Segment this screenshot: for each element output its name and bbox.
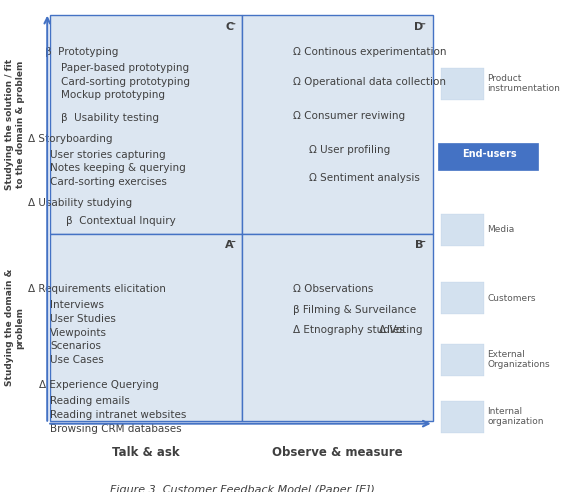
Text: B: B bbox=[415, 240, 423, 249]
Text: Observe & measure: Observe & measure bbox=[272, 446, 403, 460]
Text: Use Cases: Use Cases bbox=[50, 355, 104, 365]
Text: External
Organizations: External Organizations bbox=[487, 350, 550, 369]
Text: User Studies: User Studies bbox=[50, 314, 116, 324]
Text: Notes keeping & querying: Notes keeping & querying bbox=[50, 163, 186, 174]
Text: Talk & ask: Talk & ask bbox=[112, 446, 179, 460]
Text: Customers: Customers bbox=[487, 294, 536, 303]
Text: Mockup prototyping: Mockup prototyping bbox=[61, 91, 165, 100]
Text: Δ Requirements elicitation: Δ Requirements elicitation bbox=[29, 284, 166, 294]
Text: Ω Continous experimentation: Ω Continous experimentation bbox=[293, 47, 447, 57]
Text: Studying the solution / fit
to the domain & problem: Studying the solution / fit to the domai… bbox=[5, 59, 25, 190]
Text: Scenarios: Scenarios bbox=[50, 341, 101, 351]
Text: Studying the domain &
problem: Studying the domain & problem bbox=[5, 269, 25, 387]
Text: Card-sorting exercises: Card-sorting exercises bbox=[50, 177, 167, 187]
Text: Paper-based prototyping: Paper-based prototyping bbox=[61, 63, 189, 73]
FancyBboxPatch shape bbox=[441, 282, 484, 314]
Text: Δ Experience Querying: Δ Experience Querying bbox=[39, 380, 159, 390]
FancyBboxPatch shape bbox=[441, 401, 484, 433]
Text: Ω Operational data collection: Ω Operational data collection bbox=[293, 77, 446, 87]
Text: Δ Voting: Δ Voting bbox=[379, 326, 423, 336]
Text: β  Prototyping: β Prototyping bbox=[45, 47, 118, 57]
Text: Ω Observations: Ω Observations bbox=[293, 284, 373, 294]
Text: Product
instrumentation: Product instrumentation bbox=[487, 74, 560, 93]
Text: A: A bbox=[225, 240, 234, 249]
Text: Ω Sentiment analysis: Ω Sentiment analysis bbox=[309, 173, 420, 183]
Text: User stories capturing: User stories capturing bbox=[50, 150, 166, 160]
FancyBboxPatch shape bbox=[439, 143, 538, 170]
Text: C: C bbox=[226, 22, 234, 32]
Text: Browsing CRM databases: Browsing CRM databases bbox=[50, 424, 182, 433]
Text: Media: Media bbox=[487, 225, 514, 234]
Text: Interviews: Interviews bbox=[50, 301, 104, 310]
Text: Ω User profiling: Ω User profiling bbox=[309, 145, 390, 155]
FancyBboxPatch shape bbox=[50, 234, 242, 421]
Text: D: D bbox=[414, 22, 423, 32]
FancyBboxPatch shape bbox=[242, 234, 433, 421]
Text: Δ Storyboarding: Δ Storyboarding bbox=[29, 134, 113, 144]
Text: β  Contextual Inquiry: β Contextual Inquiry bbox=[66, 216, 176, 226]
FancyBboxPatch shape bbox=[441, 67, 484, 99]
Text: Viewpoints: Viewpoints bbox=[50, 328, 107, 338]
FancyBboxPatch shape bbox=[242, 15, 433, 234]
Text: Card-sorting prototyping: Card-sorting prototyping bbox=[61, 77, 190, 87]
Text: β Filming & Surveilance: β Filming & Surveilance bbox=[293, 305, 416, 315]
Text: Reading emails: Reading emails bbox=[50, 396, 130, 406]
Text: Figure 3. Customer Feedback Model (Paper [E]).: Figure 3. Customer Feedback Model (Paper… bbox=[110, 485, 379, 492]
Text: End-users: End-users bbox=[463, 149, 517, 159]
Text: Internal
organization: Internal organization bbox=[487, 407, 544, 427]
Text: Reading intranet websites: Reading intranet websites bbox=[50, 410, 186, 420]
FancyBboxPatch shape bbox=[50, 15, 242, 234]
Text: β  Usability testing: β Usability testing bbox=[61, 113, 159, 123]
FancyBboxPatch shape bbox=[441, 214, 484, 246]
Text: Δ Usability studying: Δ Usability studying bbox=[29, 198, 132, 208]
Text: Δ Etnography studies: Δ Etnography studies bbox=[293, 326, 404, 336]
FancyBboxPatch shape bbox=[441, 344, 484, 376]
Text: Ω Consumer reviwing: Ω Consumer reviwing bbox=[293, 111, 405, 121]
